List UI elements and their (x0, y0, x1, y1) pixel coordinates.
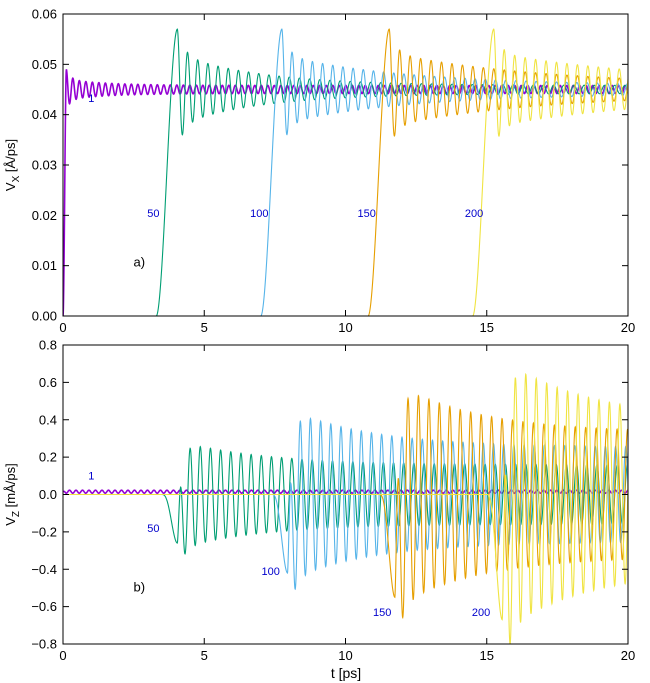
x-tick-label: 0 (59, 320, 66, 335)
panel-label: b) (133, 580, 145, 595)
y-tick-label: 0.8 (39, 338, 57, 353)
x-tick-label: 10 (338, 320, 352, 335)
y-tick-label: −0.6 (31, 599, 57, 614)
y-tick-label: 0.0 (39, 487, 57, 502)
x-tick-label: 15 (480, 648, 494, 663)
y-tick-label: −0.4 (31, 562, 57, 577)
series-annotation-200: 200 (472, 607, 490, 619)
panel-b-velocity-z: 0 5 10 15 20 −0.8 −0.6 −0.4 −0.2 0.0 0.2 0.4 0.6 0.8 V… (3, 338, 635, 664)
y-axis-label: VZ [mÅ/ps] (3, 463, 22, 525)
panel-label: a) (133, 255, 145, 270)
series-annotation-100: 100 (250, 208, 268, 220)
series-annotation-150: 150 (373, 607, 391, 619)
y-tick-label: 0.4 (39, 412, 57, 427)
series-line-200 (63, 372, 628, 644)
series-line-100 (63, 28, 628, 316)
series-annotation-200: 200 (465, 208, 483, 220)
series-line-200 (63, 28, 628, 316)
panel-a-velocity-x: 0 5 10 15 20 0.00 0.01 0.02 0.03 0.04 0.05 0.06 VX [… (3, 7, 635, 336)
y-tick-label: 0.00 (32, 309, 57, 324)
x-tick-label: 5 (201, 648, 208, 663)
series-annotation-50: 50 (147, 208, 159, 220)
y-tick-label: 0.06 (32, 7, 57, 22)
y-tick-label: 0.01 (32, 258, 57, 273)
x-tick-label: 15 (480, 320, 494, 335)
y-tick-label: −0.8 (31, 637, 57, 652)
x-tick-label: 0 (59, 648, 66, 663)
series-annotation-150: 150 (358, 208, 376, 220)
x-tick-label: 10 (338, 648, 352, 663)
series-annotation-1: 1 (88, 471, 94, 483)
y-tick-label: −0.2 (31, 524, 57, 539)
x-tick-label: 20 (621, 320, 635, 335)
x-tick-label: 5 (201, 320, 208, 335)
plot-area (63, 372, 628, 644)
series-annotation-1: 1 (88, 93, 94, 105)
y-tick-label: 0.04 (32, 107, 57, 122)
y-axis-label: VX [Å/ps] (3, 139, 22, 191)
y-tick-label: 0.02 (32, 208, 57, 223)
y-tick-label: 0.6 (39, 375, 57, 390)
y-tick-label: 0.2 (39, 450, 57, 465)
series-annotation-50: 50 (147, 523, 159, 535)
x-axis-label: t [ps] (331, 665, 361, 681)
x-tick-label: 20 (621, 648, 635, 663)
y-tick-label: 0.03 (32, 158, 57, 173)
y-tick-label: 0.05 (32, 57, 57, 72)
series-annotation-100: 100 (261, 566, 279, 578)
plot-area (63, 28, 628, 316)
